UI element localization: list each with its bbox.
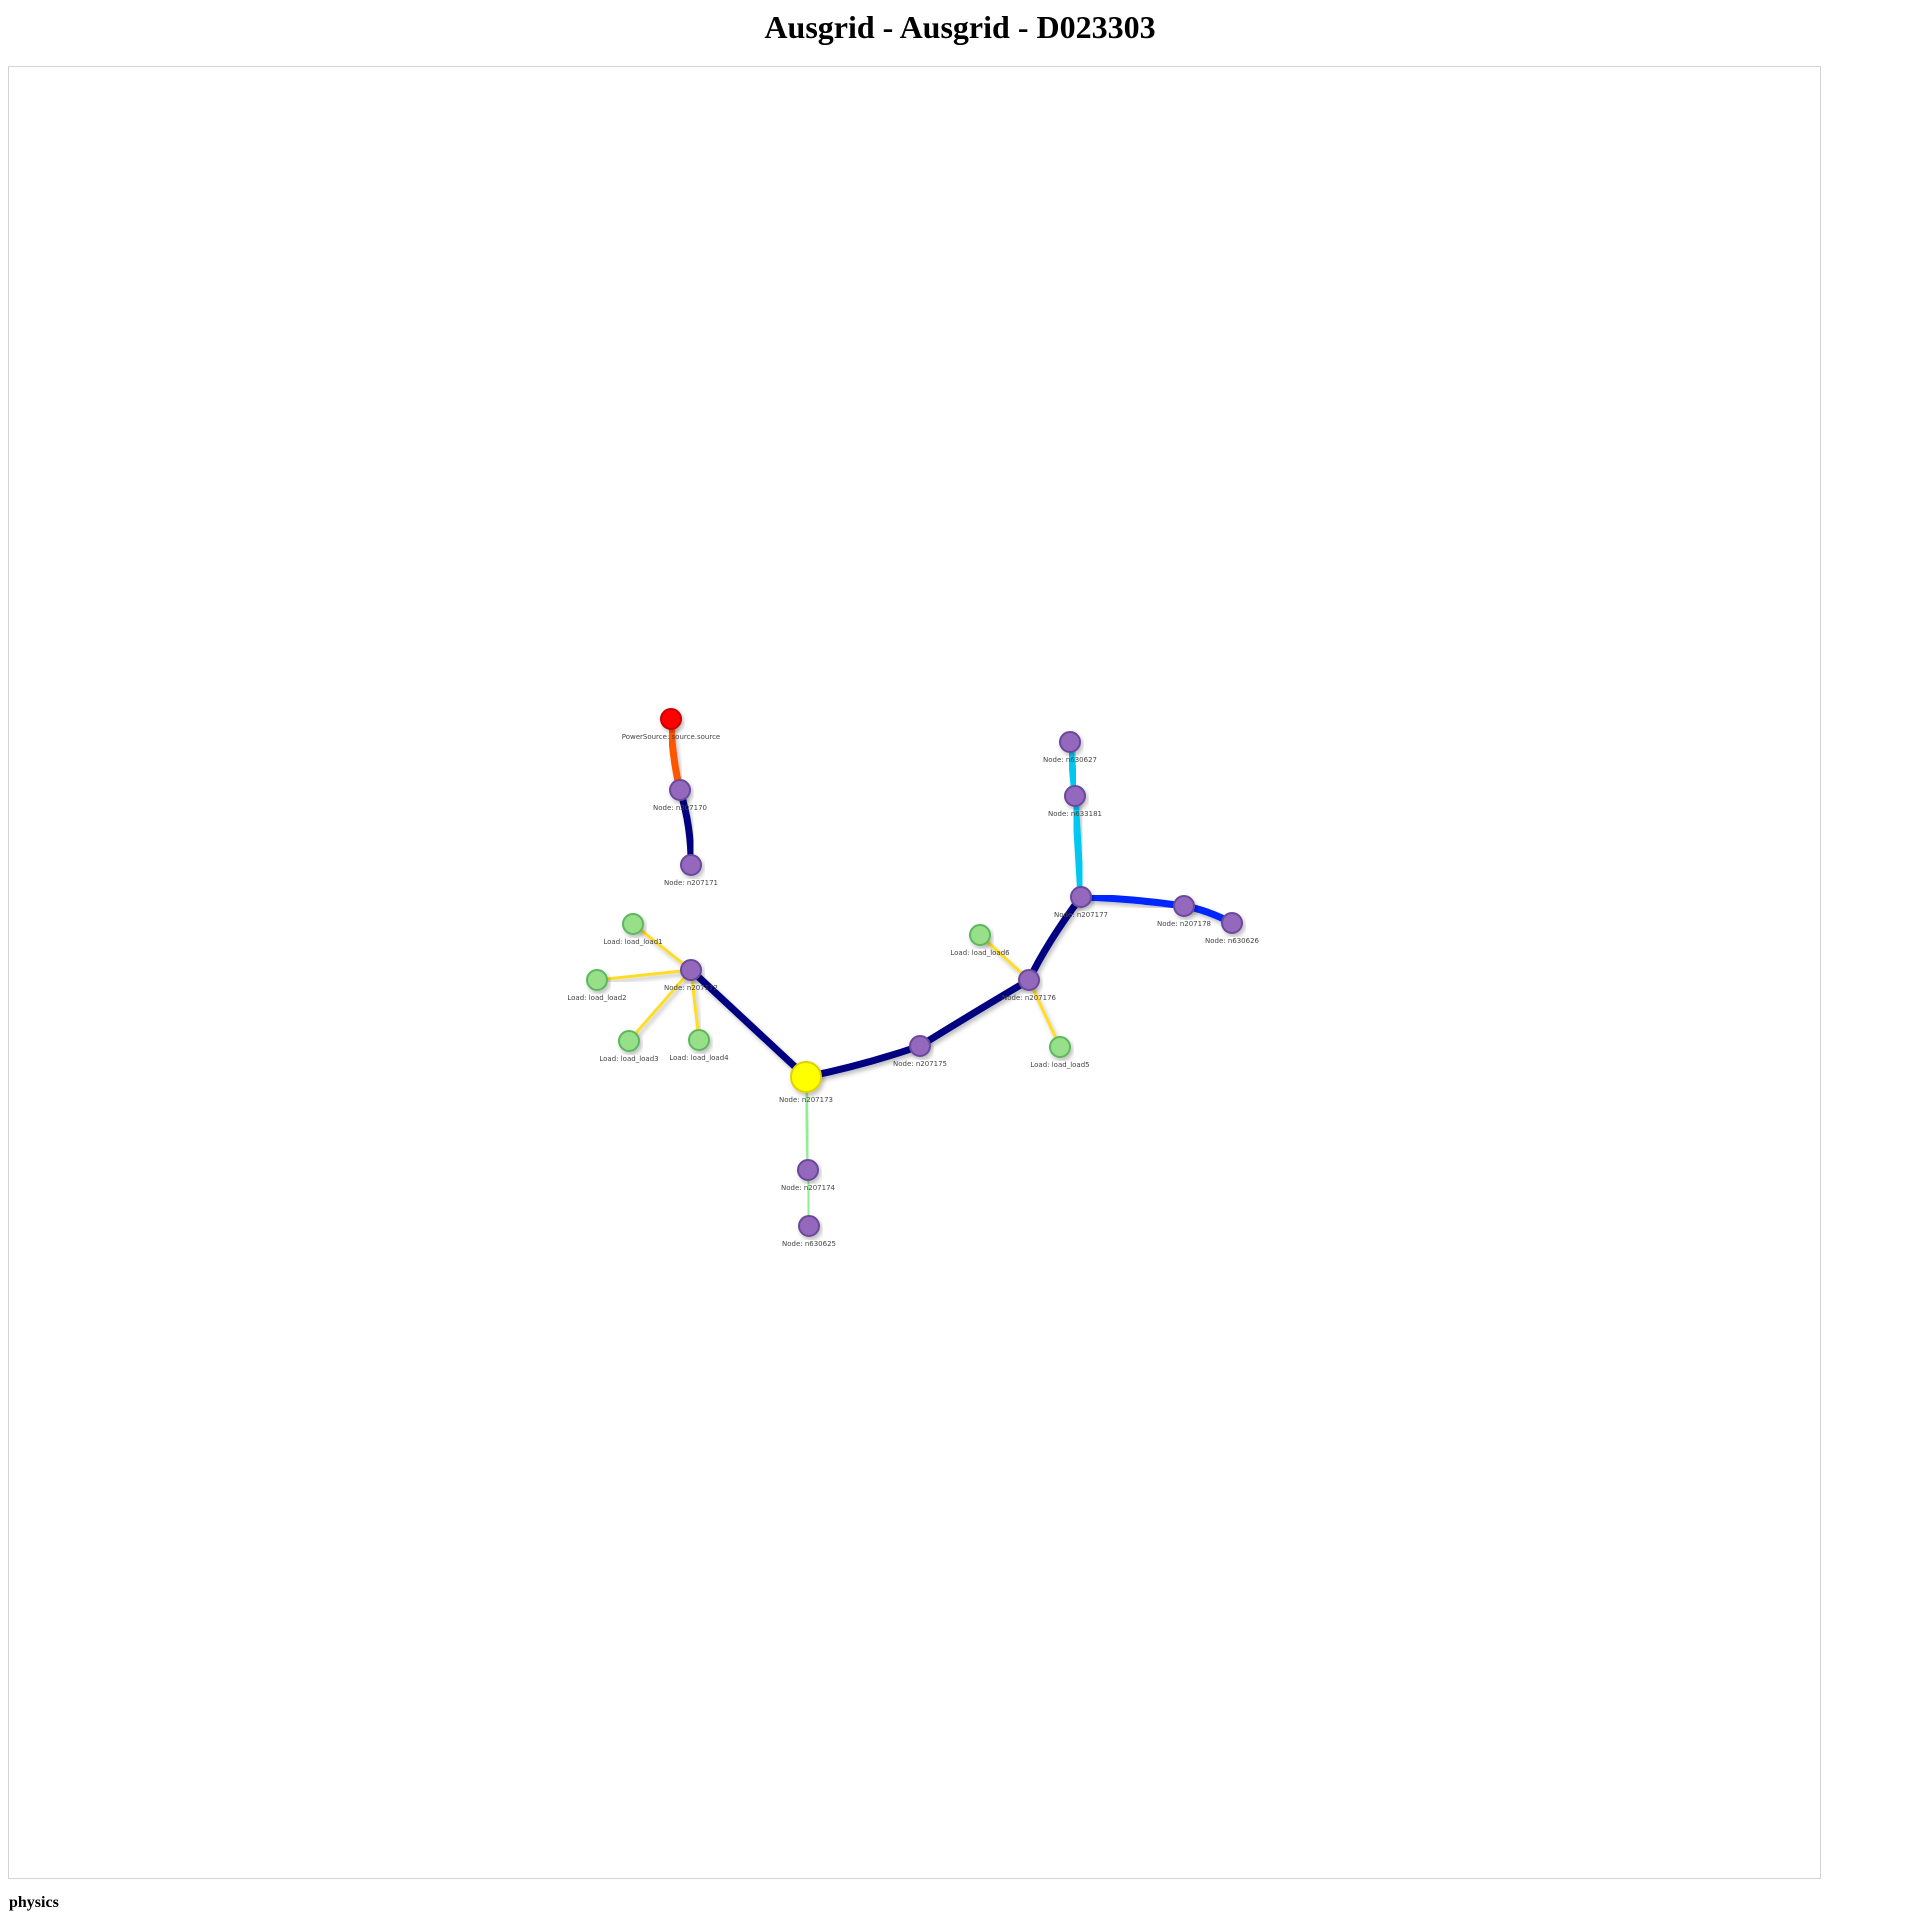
edge-n207170-n207171[interactable] (676, 786, 695, 869)
node-circle-n207172[interactable] (680, 959, 702, 981)
node-circle-load1[interactable] (622, 913, 644, 935)
network-graph[interactable]: PowerSource: source.source Node: n207170 N… (9, 67, 1820, 1878)
graph-node-load3[interactable]: Load: load_load3 (599, 1030, 659, 1063)
node-circle-n207173[interactable] (790, 1061, 822, 1093)
graph-node-n207173[interactable]: Node: n207173 (779, 1061, 833, 1104)
edge-n207176-n207177[interactable] (1025, 893, 1085, 984)
edge-n207177-n207178[interactable] (1077, 893, 1188, 910)
node-label-n207171: Node: n207171 (664, 879, 718, 887)
edge-n207172-load1[interactable] (631, 922, 693, 972)
node-label-n207178: Node: n207178 (1157, 920, 1211, 928)
node-circle-n633181[interactable] (1064, 785, 1086, 807)
node-label-load6: Load: load_load6 (950, 949, 1010, 957)
graph-node-n207172[interactable]: Node: n207172 (664, 959, 718, 992)
node-label-load5: Load: load_load5 (1030, 1061, 1089, 1069)
graph-node-load1[interactable]: Load: load_load1 (603, 913, 663, 946)
node-circle-n630625[interactable] (798, 1215, 820, 1237)
node-circle-source[interactable] (660, 708, 682, 730)
node-label-n207174: Node: n207174 (781, 1184, 836, 1192)
graph-node-n207177[interactable]: Node: n207177 (1054, 886, 1108, 919)
graph-node-source[interactable]: PowerSource: source.source (622, 708, 721, 741)
edge-n207172-load3[interactable] (627, 968, 693, 1043)
graph-node-n630625[interactable]: Node: n630625 (782, 1215, 836, 1248)
edge-n207172-n207173[interactable] (687, 966, 810, 1081)
node-label-n207175: Node: n207175 (893, 1060, 947, 1068)
node-label-load2: Load: load_load2 (567, 994, 626, 1002)
node-circle-n207175[interactable] (909, 1035, 931, 1057)
node-label-n207170: Node: n207170 (653, 804, 707, 812)
node-circle-n630626[interactable] (1221, 912, 1243, 934)
graph-node-load4[interactable]: Load: load_load4 (669, 1029, 729, 1062)
node-label-n630627: Node: n630627 (1043, 756, 1097, 764)
graph-node-n207174[interactable]: Node: n207174 (781, 1159, 836, 1192)
node-label-n207173: Node: n207173 (779, 1096, 833, 1104)
graph-node-n207178[interactable]: Node: n207178 (1157, 895, 1211, 928)
node-label-n207172: Node: n207172 (664, 984, 718, 992)
node-circle-n207177[interactable] (1070, 886, 1092, 908)
node-circle-n207171[interactable] (680, 854, 702, 876)
graph-node-n630627[interactable]: Node: n630627 (1043, 731, 1097, 764)
node-label-n633181: Node: n633181 (1048, 810, 1102, 818)
node-circle-load2[interactable] (586, 969, 608, 991)
graph-node-n207176[interactable]: Node: n207176 (1002, 969, 1057, 1002)
node-circle-n207178[interactable] (1173, 895, 1195, 917)
node-circle-load4[interactable] (688, 1029, 710, 1051)
edge-n207175-n207176[interactable] (916, 976, 1033, 1050)
node-layer: PowerSource: source.source Node: n207170 N… (567, 708, 1260, 1248)
network-canvas[interactable]: PowerSource: source.source Node: n207170 N… (8, 66, 1821, 1879)
node-circle-load6[interactable] (969, 924, 991, 946)
edge-n207176-load5[interactable] (1027, 978, 1062, 1049)
node-label-load1: Load: load_load1 (603, 938, 662, 946)
node-label-load4: Load: load_load4 (669, 1054, 729, 1062)
node-label-n207176: Node: n207176 (1002, 994, 1057, 1002)
graph-node-load6[interactable]: Load: load_load6 (950, 924, 1010, 957)
page-title: Ausgrid - Ausgrid - D023303 (764, 9, 1156, 45)
node-label-n207177: Node: n207177 (1054, 911, 1108, 919)
graph-node-n630626[interactable]: Node: n630626 (1205, 912, 1260, 945)
graph-node-n207175[interactable]: Node: n207175 (893, 1035, 947, 1068)
node-circle-n207170[interactable] (669, 779, 691, 801)
node-circle-n207174[interactable] (797, 1159, 819, 1181)
node-label-load3: Load: load_load3 (599, 1055, 658, 1063)
edge-n207172-load2[interactable] (595, 968, 693, 982)
graph-node-n207171[interactable]: Node: n207171 (664, 854, 718, 887)
node-label-n630626: Node: n630626 (1205, 937, 1260, 945)
graph-node-n207170[interactable]: Node: n207170 (653, 779, 707, 812)
graph-node-load2[interactable]: Load: load_load2 (567, 969, 627, 1002)
graph-node-load5[interactable]: Load: load_load5 (1030, 1036, 1090, 1069)
node-label-source: PowerSource: source.source (622, 733, 721, 741)
node-circle-n207176[interactable] (1018, 969, 1040, 991)
node-circle-n630627[interactable] (1059, 731, 1081, 753)
graph-node-n633181[interactable]: Node: n633181 (1048, 785, 1102, 818)
node-circle-load5[interactable] (1049, 1036, 1071, 1058)
physics-label[interactable]: physics (9, 1894, 59, 1911)
node-label-n630625: Node: n630625 (782, 1240, 836, 1248)
node-circle-load3[interactable] (618, 1030, 640, 1052)
